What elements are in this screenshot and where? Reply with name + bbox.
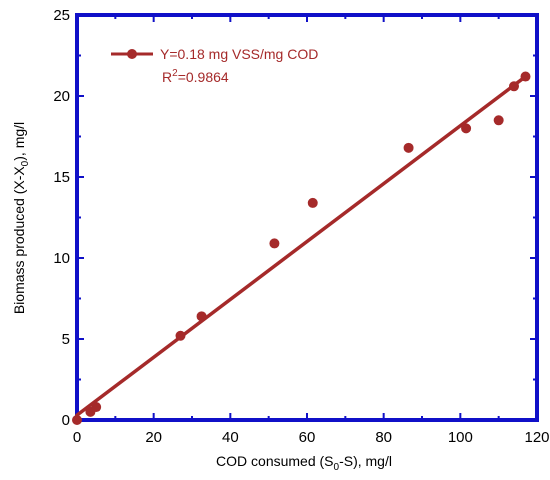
y-tick-label: 0 <box>62 412 70 429</box>
data-point <box>196 311 207 322</box>
y-axis-title-sub: 0 <box>20 160 31 166</box>
data-point <box>403 142 414 153</box>
x-tick-label: 0 <box>73 429 81 446</box>
x-axis-title-sub: 0 <box>334 462 340 473</box>
y-tick-label: 20 <box>53 88 70 105</box>
data-point <box>72 415 82 425</box>
data-point <box>493 115 504 126</box>
data-point <box>509 81 519 92</box>
y-tick-label: 10 <box>53 250 70 267</box>
data-point <box>520 71 531 82</box>
data-point <box>461 123 472 134</box>
x-tick-label: 20 <box>145 429 162 446</box>
x-tick-label: 100 <box>448 429 473 446</box>
legend-marker <box>127 49 137 59</box>
legend: Y=0.18 mg VSS/mg COD <box>111 46 318 62</box>
data-point <box>175 330 186 341</box>
x-axis-title-main: COD consumed (S <box>216 453 333 469</box>
x-axis-title: COD consumed (S0-S), mg/l <box>216 453 392 473</box>
data-point <box>269 238 280 249</box>
y-tick-label: 15 <box>53 169 70 186</box>
data-point <box>91 402 102 413</box>
x-tick-label: 80 <box>375 429 392 446</box>
y-axis-title-main: Biomass produced (X-X <box>11 166 27 315</box>
x-tick-label: 40 <box>222 429 239 446</box>
r-squared-annotation: R2=0.9864 <box>162 68 229 85</box>
y-axis-title: Biomass produced (X-X0), mg/l <box>11 122 31 314</box>
y-tick-label: 5 <box>62 331 70 348</box>
axes-layer: 0 20 40 60 80 100 120 0 5 10 15 20 25 <box>53 7 549 446</box>
plot-frame <box>75 13 539 422</box>
x-tick-label: 120 <box>524 429 549 446</box>
y-axis-title-tail: ), mg/l <box>11 122 27 161</box>
data-point <box>307 197 318 208</box>
r-squared-sup: 2 <box>172 68 178 79</box>
r-squared-value: =0.9864 <box>178 69 229 85</box>
marks-layer <box>72 71 531 425</box>
fit-line <box>75 74 528 417</box>
y-tick-label: 25 <box>53 7 70 24</box>
legend-label: Y=0.18 mg VSS/mg COD <box>160 46 318 62</box>
r-squared-r: R <box>162 69 172 85</box>
x-tick-label: 60 <box>299 429 316 446</box>
x-axis-title-tail: -S), mg/l <box>339 453 392 469</box>
